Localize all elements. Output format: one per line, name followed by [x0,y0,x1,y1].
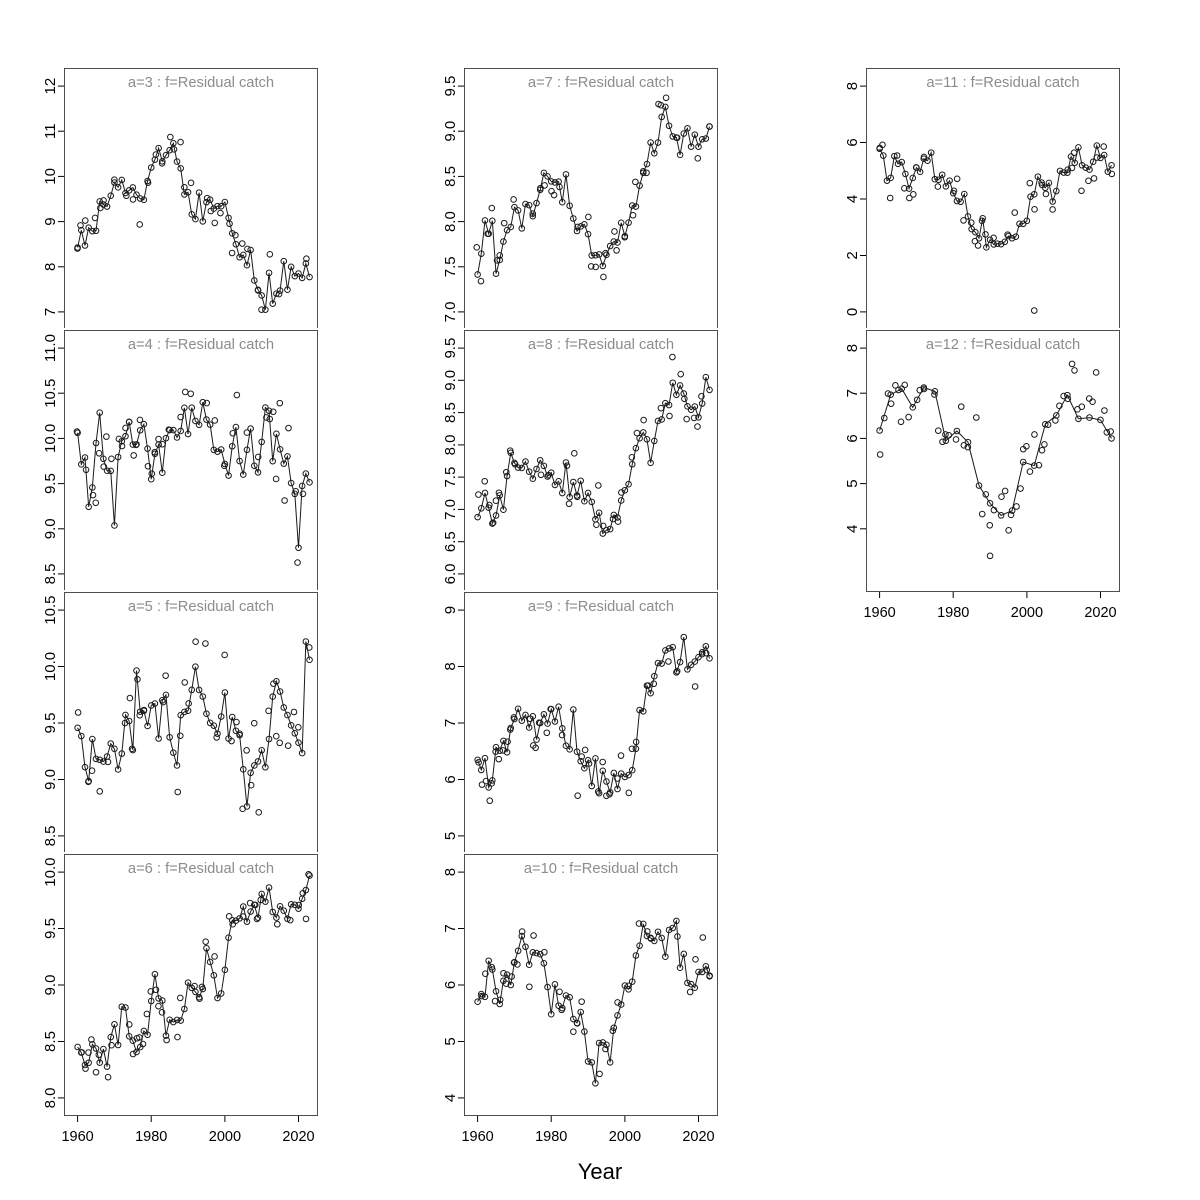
svg-text:6: 6 [442,981,459,989]
svg-text:8.0: 8.0 [442,211,459,232]
svg-text:8.0: 8.0 [442,434,459,455]
svg-text:6: 6 [844,434,861,442]
svg-text:8.5: 8.5 [42,563,59,584]
svg-text:8.0: 8.0 [42,1087,59,1108]
svg-text:4: 4 [844,195,861,203]
svg-text:1960: 1960 [863,605,895,621]
svg-text:1980: 1980 [535,1129,567,1145]
svg-text:2000: 2000 [209,1129,241,1145]
svg-text:10.0: 10.0 [42,424,59,453]
svg-text:10.5: 10.5 [42,595,59,624]
svg-text:0: 0 [844,308,861,316]
svg-text:2020: 2020 [682,1129,714,1145]
svg-text:6.0: 6.0 [442,563,459,584]
svg-text:a=11 : f=Residual catch: a=11 : f=Residual catch [926,75,1079,91]
svg-text:10.0: 10.0 [42,857,59,886]
svg-text:a=10 : f=Residual catch: a=10 : f=Residual catch [524,861,678,877]
svg-text:8.5: 8.5 [42,825,59,846]
svg-text:a=7 : f=Residual catch: a=7 : f=Residual catch [528,75,674,91]
svg-text:8: 8 [844,344,861,352]
svg-text:7.0: 7.0 [442,301,459,322]
svg-text:5: 5 [844,479,861,487]
svg-text:a=9 : f=Residual catch: a=9 : f=Residual catch [528,599,674,615]
svg-text:10.5: 10.5 [42,379,59,408]
svg-text:8: 8 [442,868,459,876]
svg-text:2000: 2000 [1011,605,1043,621]
svg-text:10.0: 10.0 [42,652,59,681]
svg-text:9.0: 9.0 [42,518,59,539]
svg-text:7.0: 7.0 [442,499,459,520]
svg-text:a=8 : f=Residual catch: a=8 : f=Residual catch [528,337,674,353]
svg-text:8: 8 [42,263,59,271]
svg-text:8: 8 [844,82,861,90]
svg-text:9.5: 9.5 [42,473,59,494]
svg-text:12: 12 [42,78,59,95]
svg-text:8.5: 8.5 [442,402,459,423]
svg-text:11: 11 [42,123,59,139]
svg-text:9.5: 9.5 [442,338,459,359]
svg-text:5: 5 [442,832,459,840]
svg-text:4: 4 [844,525,861,533]
svg-text:2020: 2020 [1084,605,1116,621]
svg-text:8.5: 8.5 [442,166,459,187]
svg-text:9.0: 9.0 [442,121,459,142]
svg-text:2: 2 [844,251,861,259]
svg-text:9.5: 9.5 [42,713,59,734]
svg-text:a=4 : f=Residual catch: a=4 : f=Residual catch [128,337,274,353]
svg-text:9.0: 9.0 [42,769,59,790]
svg-text:7.5: 7.5 [442,256,459,277]
svg-text:7: 7 [442,719,459,727]
svg-text:a=12 : f=Residual catch: a=12 : f=Residual catch [926,337,1080,353]
svg-text:10: 10 [42,168,59,185]
svg-text:a=3 : f=Residual catch: a=3 : f=Residual catch [128,75,274,91]
svg-text:7: 7 [442,924,459,932]
svg-text:9.5: 9.5 [42,918,59,939]
svg-text:1980: 1980 [135,1129,167,1145]
svg-text:2000: 2000 [609,1129,641,1145]
svg-text:1960: 1960 [61,1129,93,1145]
svg-text:4: 4 [442,1094,459,1102]
svg-text:9: 9 [42,217,59,225]
svg-text:1980: 1980 [937,605,969,621]
svg-text:7.5: 7.5 [442,467,459,488]
svg-text:5: 5 [442,1037,459,1045]
svg-text:11.0: 11.0 [42,334,59,362]
svg-text:7: 7 [42,308,59,316]
svg-text:2020: 2020 [282,1129,314,1145]
svg-text:a=5 : f=Residual catch: a=5 : f=Residual catch [128,599,274,615]
svg-text:9: 9 [442,606,459,614]
svg-text:9.0: 9.0 [442,370,459,391]
svg-text:6.5: 6.5 [442,531,459,552]
svg-text:9.5: 9.5 [442,76,459,97]
svg-text:9.0: 9.0 [42,975,59,996]
svg-text:1960: 1960 [461,1129,493,1145]
svg-text:8.5: 8.5 [42,1031,59,1052]
svg-text:7: 7 [844,389,861,397]
svg-text:a=6 : f=Residual catch: a=6 : f=Residual catch [128,861,274,877]
svg-text:8: 8 [442,662,459,670]
svg-text:6: 6 [844,138,861,146]
svg-text:6: 6 [442,775,459,783]
